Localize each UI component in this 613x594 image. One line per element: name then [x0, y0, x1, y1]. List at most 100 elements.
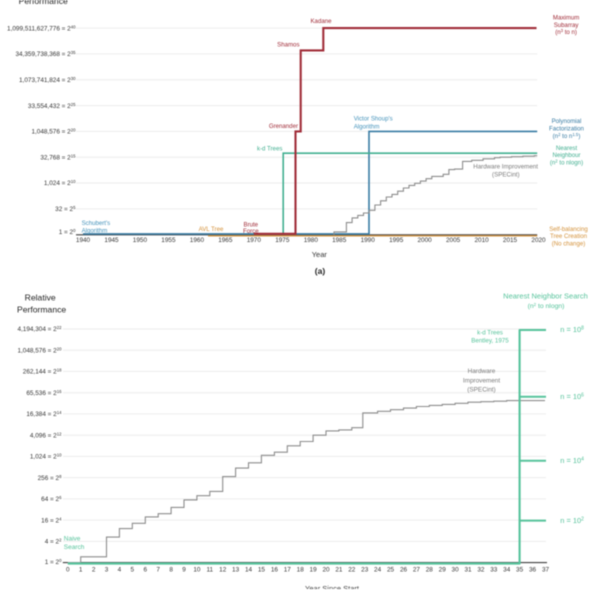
svg-text:n = 104: n = 104 — [560, 456, 584, 465]
svg-text:2000: 2000 — [417, 237, 432, 244]
svg-text:Hardware: Hardware — [468, 368, 496, 375]
svg-text:(a): (a) — [315, 266, 326, 276]
svg-text:1: 1 — [79, 566, 83, 573]
svg-text:Year: Year — [312, 250, 328, 259]
svg-text:22: 22 — [348, 566, 356, 573]
svg-text:9: 9 — [182, 566, 186, 573]
svg-text:1965: 1965 — [218, 237, 233, 244]
svg-text:0: 0 — [66, 566, 70, 573]
svg-text:65,536 = 216: 65,536 = 216 — [26, 389, 62, 397]
svg-text:(n2 to n1.5): (n2 to n1.5) — [553, 132, 581, 140]
svg-text:33,554,432 = 225: 33,554,432 = 225 — [28, 102, 76, 110]
svg-text:1 = 20: 1 = 20 — [45, 558, 62, 566]
svg-text:Victor Shoup's: Victor Shoup's — [354, 116, 393, 123]
svg-text:1985: 1985 — [332, 237, 347, 244]
svg-text:18: 18 — [297, 566, 305, 573]
svg-text:256 = 28: 256 = 28 — [38, 474, 63, 482]
svg-text:1975: 1975 — [275, 237, 290, 244]
svg-text:35: 35 — [516, 566, 524, 573]
svg-text:(n3 to n): (n3 to n) — [555, 28, 577, 36]
svg-text:(n2 to nlogn): (n2 to nlogn) — [528, 302, 565, 310]
svg-text:Maximum: Maximum — [553, 15, 579, 22]
svg-text:Shamos: Shamos — [277, 41, 299, 48]
svg-text:2: 2 — [92, 566, 96, 573]
svg-text:(No change): (No change) — [552, 241, 586, 248]
svg-text:k-d Trees: k-d Trees — [477, 330, 503, 337]
svg-text:23: 23 — [361, 566, 369, 573]
svg-text:1995: 1995 — [389, 237, 404, 244]
svg-text:2015: 2015 — [503, 237, 518, 244]
svg-text:1970: 1970 — [247, 237, 262, 244]
svg-text:Polynomial: Polynomial — [552, 118, 582, 125]
svg-text:Performance: Performance — [19, 0, 68, 6]
svg-text:Factorization: Factorization — [549, 126, 584, 133]
svg-text:Nearest: Nearest — [556, 145, 578, 152]
svg-text:1,048,576 = 220: 1,048,576 = 220 — [31, 128, 76, 136]
svg-text:24: 24 — [374, 566, 382, 573]
svg-text:Naive: Naive — [64, 536, 81, 543]
svg-text:Relative: Relative — [25, 293, 56, 303]
svg-text:1940: 1940 — [76, 237, 91, 244]
svg-text:Hardware Improvement: Hardware Improvement — [473, 163, 538, 170]
svg-text:Kadane: Kadane — [310, 18, 332, 25]
svg-text:16 = 24: 16 = 24 — [41, 516, 62, 524]
svg-text:16: 16 — [271, 566, 279, 573]
svg-text:1,024 = 210: 1,024 = 210 — [44, 179, 76, 187]
svg-text:(SPECint): (SPECint) — [467, 387, 495, 394]
svg-text:1955: 1955 — [161, 237, 176, 244]
svg-text:Year Since Start: Year Since Start — [305, 584, 360, 589]
svg-text:8: 8 — [169, 566, 173, 573]
svg-text:1,048,576 = 220: 1,048,576 = 220 — [17, 346, 62, 354]
svg-text:Force: Force — [243, 228, 259, 235]
svg-text:1,024 = 210: 1,024 = 210 — [30, 453, 62, 461]
svg-text:11: 11 — [206, 566, 213, 573]
svg-text:33: 33 — [490, 566, 498, 573]
svg-text:Improvement: Improvement — [463, 378, 501, 385]
svg-text:n = 108: n = 108 — [560, 325, 584, 334]
svg-text:1950: 1950 — [133, 237, 148, 244]
svg-text:Search: Search — [64, 544, 85, 551]
svg-text:16,384 = 214: 16,384 = 214 — [26, 410, 62, 418]
svg-text:10: 10 — [193, 566, 201, 573]
svg-text:32,768 = 215: 32,768 = 215 — [40, 153, 76, 161]
svg-text:2020: 2020 — [531, 237, 546, 244]
svg-text:2010: 2010 — [474, 237, 489, 244]
svg-text:37: 37 — [542, 566, 550, 573]
svg-text:Schubert's: Schubert's — [82, 220, 111, 227]
svg-text:Grenander: Grenander — [269, 123, 298, 130]
svg-text:27: 27 — [413, 566, 421, 573]
svg-text:29: 29 — [439, 566, 447, 573]
svg-text:n = 106: n = 106 — [560, 392, 584, 401]
svg-text:Performance: Performance — [17, 305, 66, 315]
svg-text:32 = 25: 32 = 25 — [55, 205, 76, 213]
svg-text:30: 30 — [452, 566, 460, 573]
svg-text:(SPECint): (SPECint) — [492, 171, 520, 178]
svg-text:4,096 = 212: 4,096 = 212 — [30, 431, 62, 439]
svg-text:20: 20 — [322, 566, 330, 573]
svg-text:64 = 26: 64 = 26 — [41, 495, 62, 503]
svg-text:25: 25 — [387, 566, 395, 573]
svg-text:Bentley, 1975: Bentley, 1975 — [471, 338, 509, 345]
svg-text:n = 102: n = 102 — [560, 516, 584, 525]
svg-text:1980: 1980 — [304, 237, 319, 244]
svg-text:28: 28 — [426, 566, 434, 573]
svg-text:12: 12 — [219, 566, 227, 573]
svg-text:1945: 1945 — [104, 237, 119, 244]
svg-text:13: 13 — [232, 566, 240, 573]
svg-text:Tree Creation: Tree Creation — [550, 233, 587, 240]
svg-text:Algorithm: Algorithm — [354, 123, 380, 130]
svg-text:4,194,304 = 222: 4,194,304 = 222 — [17, 325, 62, 333]
svg-text:32: 32 — [477, 566, 485, 573]
svg-text:34,359,738,368 = 235: 34,359,738,368 = 235 — [15, 50, 76, 58]
svg-text:AVL Tree: AVL Tree — [199, 226, 224, 233]
svg-text:4: 4 — [118, 566, 122, 573]
svg-text:7: 7 — [156, 566, 160, 573]
svg-text:1,073,741,824 = 230: 1,073,741,824 = 230 — [19, 76, 76, 84]
svg-text:17: 17 — [284, 566, 292, 573]
svg-text:1,099,511,627,776 = 240: 1,099,511,627,776 = 240 — [7, 24, 76, 32]
svg-text:34: 34 — [503, 566, 511, 573]
svg-text:(n2 to nlogn): (n2 to nlogn) — [550, 158, 583, 166]
svg-text:Self-balancing: Self-balancing — [549, 226, 588, 233]
svg-text:Algorithm: Algorithm — [82, 227, 108, 234]
svg-text:1960: 1960 — [190, 237, 205, 244]
